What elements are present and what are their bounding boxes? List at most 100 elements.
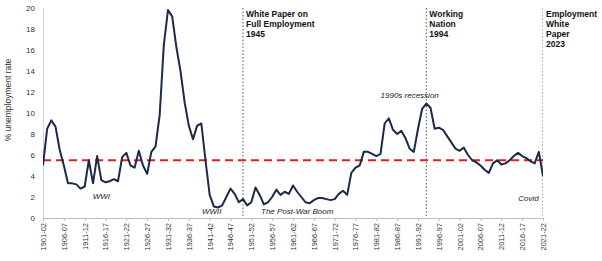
event-label-line: 2023 [546,39,565,49]
x-tick-mark [460,218,461,221]
x-tick-label: 1936-37 [185,223,194,251]
y-tick: 20 [26,4,43,13]
y-tick-label: 4 [31,172,36,181]
x-tick-mark [168,218,169,221]
x-tick-label: 1966-67 [310,223,319,251]
x-tick-label: 2016-17 [518,223,527,251]
x-tick-mark [231,218,232,221]
y-axis-title: % unemployment rate [3,58,13,141]
x-tick-mark [189,218,190,221]
x-tick-label: 1996-97 [435,223,444,251]
x-tick: 1951-52 [247,218,256,251]
x-tick: 1931-32 [164,218,173,251]
x-tick-mark [293,218,294,221]
x-tick-label: 2006-07 [476,223,485,251]
x-tick-label: 2011-12 [497,223,506,250]
x-tick-label: 1991-92 [414,223,423,251]
event-label-line: Paper [546,29,570,39]
x-tick: 1966-67 [310,218,319,251]
x-tick-label: 2001-02 [456,223,465,251]
x-tick-label: 1961-62 [289,223,298,251]
x-tick-label: 1986-87 [393,223,402,251]
y-tick: 4 [31,172,43,181]
x-tick-mark [210,218,211,221]
x-tick: 1906-07 [60,218,69,251]
reference-line [43,159,543,161]
y-tick-label: 16 [26,46,35,55]
x-tick-mark [64,218,65,221]
y-axis-line [43,9,44,219]
event-label-line: Full Employment [246,19,315,29]
event-label-line: Nation [429,19,455,29]
x-tick-mark [522,218,523,221]
x-tick-label: 1921-22 [122,223,131,251]
x-tick-label: 1901-02 [39,223,48,251]
event-label: WorkingNation1994 [429,9,463,39]
x-tick: 2021-22 [539,218,548,251]
x-tick-mark [314,218,315,221]
annotation: Covid [518,194,539,203]
x-tick: 1946-47 [226,218,235,251]
annotation: WWII [202,207,222,216]
y-tick-label: 14 [26,67,35,76]
event-label: White Paper onFull Employment1945 [246,9,315,39]
x-tick-label: 1971-72 [331,223,340,251]
x-tick-mark [501,218,502,221]
x-tick-mark [147,218,148,221]
x-axis-line [44,219,544,222]
x-axis: 1901-021906-071911-121916-171921-221926-… [39,218,548,251]
x-tick: 2001-02 [456,218,465,251]
x-tick-label: 1976-77 [351,223,360,251]
x-tick-mark [543,218,544,221]
event-label-line: White Paper on [246,9,308,19]
y-tick: 12 [26,88,43,97]
y-tick-label: 8 [31,130,36,139]
x-tick: 1936-37 [185,218,194,251]
y-tick: 6 [31,151,43,160]
x-tick-label: 1956-57 [268,223,277,251]
x-tick-mark [376,218,377,221]
y-tick: 10 [26,109,43,118]
y-tick-label: 2 [31,193,36,202]
x-tick-label: 1946-47 [226,223,235,251]
y-tick-label: 20 [26,4,35,13]
x-tick-label: 1931-32 [164,223,173,251]
event-line [426,8,427,218]
event-label-line: 1994 [429,29,448,39]
x-tick-mark [272,218,273,221]
x-tick-mark [481,218,482,221]
x-tick-mark [418,218,419,221]
x-tick-mark [356,218,357,221]
x-tick-mark [335,218,336,221]
x-tick-mark [251,218,252,221]
plot-area [43,8,543,218]
x-tick-label: 1981-82 [372,223,381,251]
x-tick: 1926-27 [143,218,152,251]
x-tick-label: 1906-07 [60,223,69,251]
annotation: The Post-War Boom [261,207,334,216]
y-tick: 0 [31,214,43,223]
x-tick: 1961-62 [289,218,298,251]
x-tick: 2016-17 [518,218,527,251]
y-tick-label: 0 [31,214,36,223]
event-label-line: Employment [546,9,597,19]
event-line [543,8,544,218]
event-label-line: 1945 [246,29,265,39]
x-tick: 1996-97 [435,218,444,251]
x-tick-label: 1951-52 [247,223,256,251]
y-tick: 8 [31,130,43,139]
y-axis: 0 2 4 6 8 10 12 14 16 18 20 [26,4,43,223]
x-tick: 1991-92 [414,218,423,251]
x-tick-label: 1926-27 [143,223,152,251]
y-tick: 2 [31,193,43,202]
x-tick-mark [85,218,86,221]
y-tick: 16 [26,46,43,55]
event-line [243,8,244,218]
x-tick-mark [126,218,127,221]
x-tick-mark [106,218,107,221]
x-tick: 2011-12 [497,218,506,250]
x-tick: 1916-17 [101,218,110,251]
y-tick-label: 18 [26,25,35,34]
chart: 024681012141618201901-021906-071911-1219… [0,0,602,261]
annotation: 1990s recession [381,91,440,100]
